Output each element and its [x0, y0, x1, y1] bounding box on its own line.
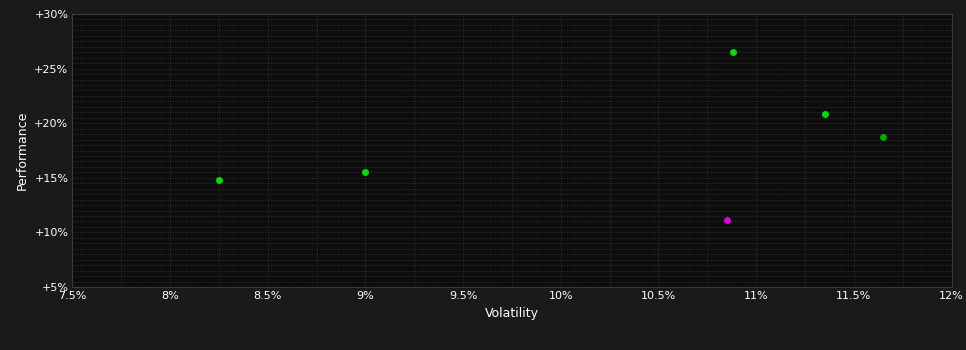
X-axis label: Volatility: Volatility	[485, 307, 539, 320]
Point	[875, 135, 891, 140]
Point	[719, 218, 734, 223]
Point	[817, 112, 833, 117]
Point	[725, 49, 741, 55]
Point	[357, 169, 373, 175]
Y-axis label: Performance: Performance	[15, 111, 29, 190]
Point	[212, 177, 227, 183]
